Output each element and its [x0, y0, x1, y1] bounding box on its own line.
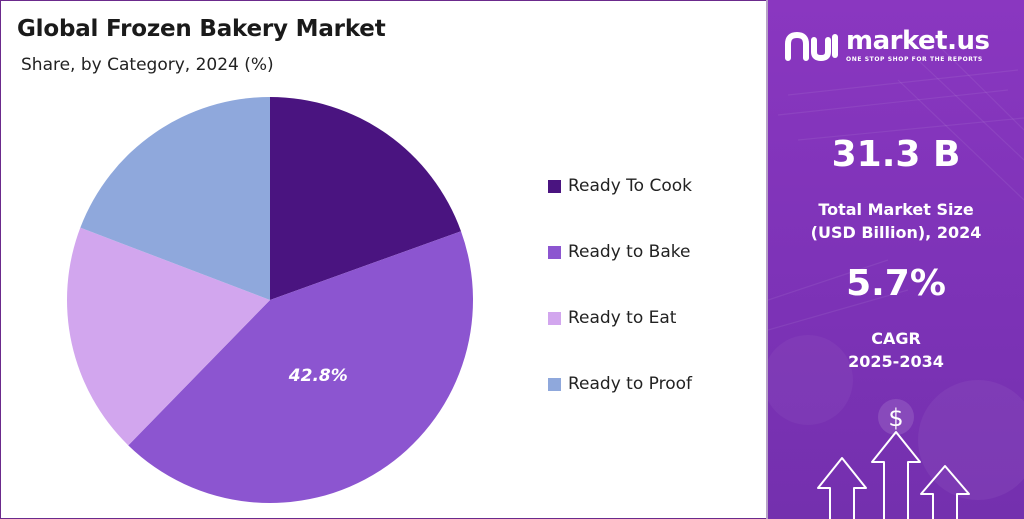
- brand-tagline: ONE STOP SHOP FOR THE REPORTS: [846, 56, 983, 63]
- legend-item-ready-to-eat: Ready to Eat: [548, 307, 676, 329]
- pie-slice-ready-to-bake: [128, 231, 474, 504]
- panel-divider: [766, 0, 768, 519]
- legend-label-ready-to-bake: Ready to Bake: [568, 242, 691, 262]
- legend-item-ready-to-bake: Ready to Bake: [548, 241, 690, 263]
- legend-item-ready-to-proof: Ready to Proof: [548, 373, 692, 395]
- market-size-value: 31.3 B: [831, 134, 961, 175]
- chart-subtitle: Share, by Category, 2024 (%): [21, 55, 274, 75]
- legend-swatch-ready-to-eat: [548, 311, 561, 325]
- legend-label-ready-to-cook: Ready To Cook: [568, 176, 692, 196]
- arrow-up-icon: [817, 431, 970, 519]
- dollar-icon: $: [888, 404, 903, 432]
- chart-title: Global Frozen Bakery Market: [17, 16, 386, 42]
- pie-label-ready-to-bake: 42.8%: [288, 366, 348, 386]
- pie-slice-ready-to-cook: [270, 97, 461, 300]
- legend-swatch-ready-to-bake: [548, 245, 561, 259]
- brand-name: market.us: [846, 26, 990, 56]
- background-texture: [768, 44, 1024, 500]
- market-size-label-line2: (USD Billion), 2024: [810, 223, 982, 242]
- legend-item-ready-to-cook: Ready To Cook: [548, 175, 692, 197]
- pie-slice-ready-to-eat: [66, 227, 270, 446]
- legend-swatch-ready-to-cook: [548, 179, 561, 193]
- legend-label-ready-to-eat: Ready to Eat: [568, 308, 677, 328]
- market-size-label-line1: Total Market Size: [818, 200, 974, 219]
- brand: market.us ONE STOP SHOP FOR THE REPORTS: [784, 26, 990, 63]
- pie-slice-ready-to-proof: [80, 97, 270, 300]
- summary-panel: market.us ONE STOP SHOP FOR THE REPORTS …: [768, 0, 1024, 519]
- cagr-label-line1: CAGR: [871, 329, 921, 348]
- legend-swatch-ready-to-proof: [548, 377, 561, 391]
- market-us-logo-icon: [785, 31, 838, 61]
- growth-illustration: $: [817, 399, 970, 519]
- dollar-badge: [878, 399, 914, 435]
- cagr-value: 5.7%: [846, 263, 946, 304]
- pie-chart: 42.8%: [66, 97, 474, 504]
- legend-label-ready-to-proof: Ready to Proof: [568, 374, 693, 394]
- cagr-label-line2: 2025-2034: [848, 352, 944, 371]
